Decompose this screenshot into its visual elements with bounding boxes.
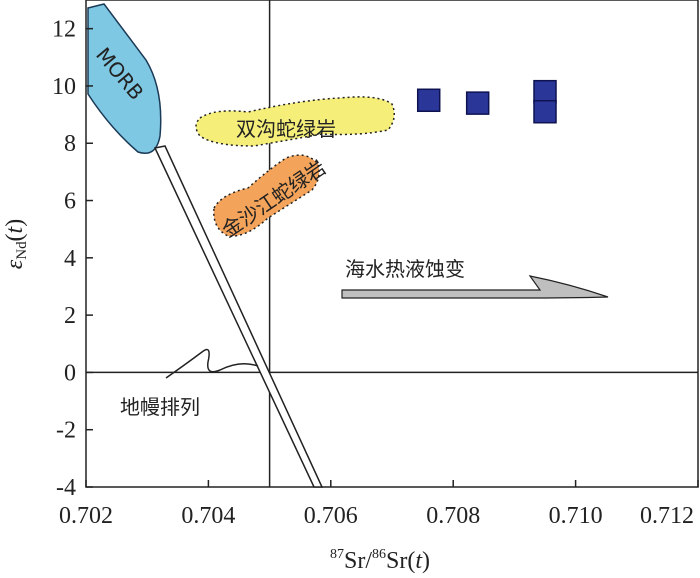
seawater-alteration-label: 海水热液蚀变 <box>345 257 465 281</box>
shuanggou-label: 双沟蛇绿岩 <box>236 117 336 141</box>
data-point <box>533 99 557 124</box>
plot-frame <box>85 0 699 488</box>
data-point <box>465 91 490 115</box>
y-axis-ticks: 12 10 8 6 4 2 0 -2 -4 <box>52 17 93 501</box>
shuanggou-ophiolite-field <box>195 96 395 147</box>
y-tick-label: -4 <box>56 475 76 501</box>
y-tick-label: 10 <box>52 74 76 100</box>
y-tick-label: 6 <box>64 189 76 215</box>
jinshajiang-ophiolite-field <box>213 154 320 237</box>
x-tick-label: 0.710 <box>549 503 603 529</box>
mantle-array-band <box>153 145 324 488</box>
x-tick-label: 0.702 <box>59 503 113 529</box>
y-axis-title: εNd(t) <box>2 219 30 269</box>
x-tick-label: 0.708 <box>426 503 480 529</box>
y-tick-label: 4 <box>64 246 76 272</box>
y-tick-label: 8 <box>64 131 76 157</box>
y-tick-label: -2 <box>56 418 76 444</box>
mantle-array-leader <box>165 348 259 379</box>
x-axis-title: 87Sr/86Sr(t) <box>330 547 430 574</box>
y-tick-label: 12 <box>52 17 76 43</box>
x-axis-ticks: 0.702 0.704 0.706 0.708 0.710 0.712 <box>59 480 699 529</box>
y-tick-label: 0 <box>64 360 76 386</box>
x-tick-label: 0.712 <box>640 503 694 529</box>
y-tick-label: 2 <box>64 303 76 329</box>
data-point <box>416 88 441 113</box>
mantle-array-label: 地幔排列 <box>120 395 200 419</box>
data-points <box>416 79 557 124</box>
x-tick-label: 0.704 <box>181 503 235 529</box>
x-tick-label: 0.706 <box>304 503 358 529</box>
morb-field <box>87 3 162 154</box>
data-point <box>533 79 557 104</box>
seawater-alteration-arrow <box>341 275 609 299</box>
